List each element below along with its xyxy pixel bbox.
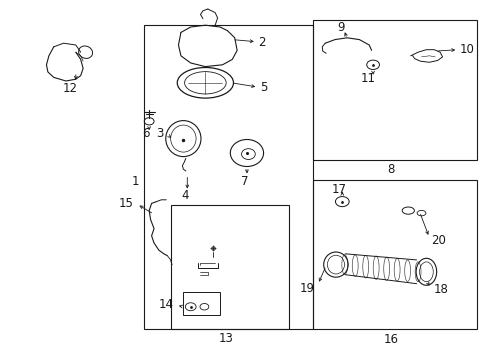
Text: 17: 17 bbox=[331, 183, 346, 195]
Text: 14: 14 bbox=[158, 298, 173, 311]
Text: 20: 20 bbox=[430, 234, 445, 247]
Text: 15: 15 bbox=[119, 197, 134, 210]
Text: 19: 19 bbox=[299, 282, 314, 294]
Text: 2: 2 bbox=[258, 36, 265, 49]
Text: 7: 7 bbox=[240, 175, 248, 188]
Text: 16: 16 bbox=[383, 333, 398, 346]
Bar bbox=[144, 25, 312, 329]
Bar bbox=[171, 205, 288, 329]
Text: 4: 4 bbox=[181, 189, 188, 202]
Text: 18: 18 bbox=[432, 283, 447, 296]
Bar bbox=[312, 180, 476, 329]
Text: 11: 11 bbox=[360, 72, 374, 85]
Text: 12: 12 bbox=[62, 82, 77, 95]
Text: 5: 5 bbox=[260, 81, 267, 94]
Text: 13: 13 bbox=[218, 332, 233, 345]
Text: 10: 10 bbox=[459, 43, 473, 56]
Text: 6: 6 bbox=[142, 127, 149, 140]
Bar bbox=[183, 292, 220, 315]
Text: 8: 8 bbox=[386, 163, 394, 176]
Text: 1: 1 bbox=[131, 175, 139, 188]
Bar bbox=[312, 20, 476, 160]
Text: 9: 9 bbox=[336, 21, 344, 33]
Text: 3: 3 bbox=[156, 127, 163, 140]
